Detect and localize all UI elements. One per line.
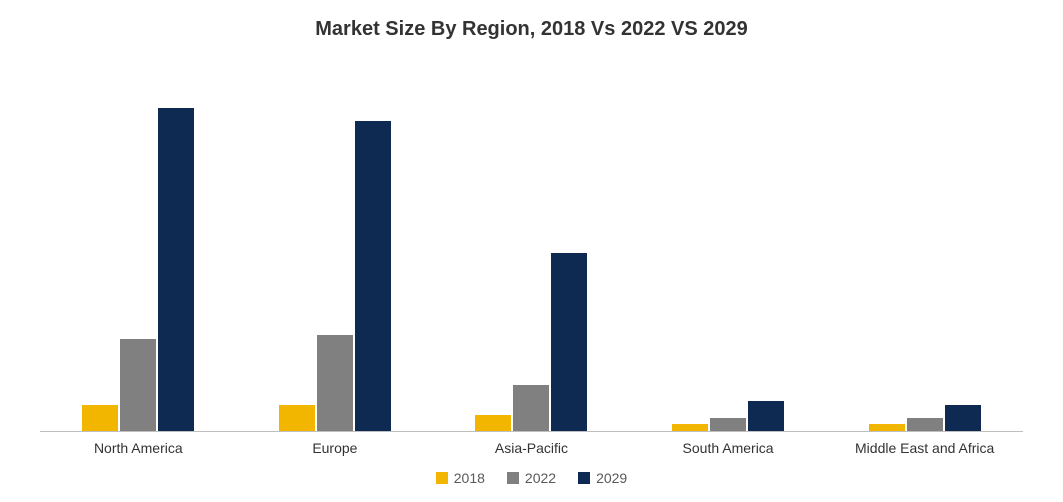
bar <box>475 415 511 432</box>
category-labels: North AmericaEuropeAsia-PacificSouth Ame… <box>40 440 1023 456</box>
category-label: Europe <box>237 440 434 456</box>
legend: 2018 2022 2029 <box>0 456 1063 502</box>
legend-item: 2029 <box>578 470 627 486</box>
bar <box>748 401 784 431</box>
bar-group <box>237 51 434 431</box>
legend-item: 2022 <box>507 470 556 486</box>
legend-label: 2018 <box>454 470 485 486</box>
bar-group <box>433 51 630 431</box>
legend-swatch <box>578 472 590 484</box>
category-label: Asia-Pacific <box>433 440 630 456</box>
bar <box>158 108 194 431</box>
bar <box>513 385 549 431</box>
category-label: Middle East and Africa <box>826 440 1023 456</box>
chart-title: Market Size By Region, 2018 Vs 2022 VS 2… <box>0 0 1063 51</box>
bar <box>355 121 391 431</box>
market-size-chart: Market Size By Region, 2018 Vs 2022 VS 2… <box>0 0 1063 502</box>
bar <box>672 424 708 431</box>
bar <box>279 405 315 431</box>
bar <box>907 418 943 431</box>
bar <box>869 424 905 431</box>
legend-swatch <box>507 472 519 484</box>
legend-label: 2029 <box>596 470 627 486</box>
bar <box>120 339 156 431</box>
category-label: South America <box>630 440 827 456</box>
bar <box>710 418 746 431</box>
plot-area <box>40 51 1023 432</box>
category-label: North America <box>40 440 237 456</box>
bar <box>317 335 353 431</box>
bar <box>945 405 981 431</box>
bar-group <box>40 51 237 431</box>
bar-group <box>826 51 1023 431</box>
legend-swatch <box>436 472 448 484</box>
bar <box>82 405 118 431</box>
bar <box>551 253 587 431</box>
bar-group <box>630 51 827 431</box>
legend-label: 2022 <box>525 470 556 486</box>
legend-item: 2018 <box>436 470 485 486</box>
